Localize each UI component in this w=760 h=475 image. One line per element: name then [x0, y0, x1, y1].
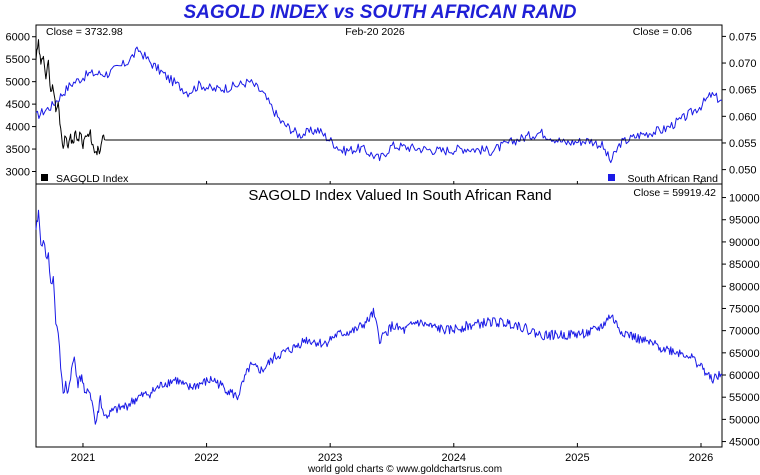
- footer-credit: world gold charts © www.goldchartsrus.co…: [307, 464, 502, 475]
- bottom-axis-tick-label: 95000: [729, 215, 760, 227]
- left-axis-tick-label: 6000: [6, 32, 30, 44]
- right-axis-tick-label: 0.050: [729, 165, 757, 177]
- left-axis-tick-label: 5500: [6, 54, 30, 66]
- bottom-axis-tick-label: 55000: [729, 392, 760, 404]
- series-line-sagold: [35, 39, 106, 156]
- bottom-panel-title: SAGOLD Index Valued In South African Ran…: [248, 187, 551, 204]
- right-axis-tick-label: 0.070: [729, 58, 757, 70]
- series-line-rand: [35, 46, 723, 164]
- x-axis-tick-label: 2024: [442, 452, 466, 464]
- right-axis-tick-label: 0.060: [729, 111, 757, 123]
- bottom-axis-tick-label: 80000: [729, 281, 760, 293]
- legend-swatch-rand: [608, 174, 615, 181]
- left-axis-tick-label: 4000: [6, 122, 30, 134]
- legend-label-sagold: SAGOLD Index: [56, 173, 129, 185]
- x-axis-tick-label: 2022: [194, 452, 218, 464]
- top-date-label: Feb-20 2026: [345, 26, 405, 38]
- bottom-axis-tick-label: 70000: [729, 326, 760, 338]
- right-axis-tick-label: 0.065: [729, 85, 757, 97]
- top-close-right-label: Close = 0.06: [633, 26, 692, 38]
- left-axis-tick-label: 5000: [6, 77, 30, 89]
- bottom-axis-tick-label: 65000: [729, 348, 760, 360]
- bottom-axis-tick-label: 45000: [729, 437, 760, 449]
- bottom-close-label: Close = 59919.42: [633, 187, 716, 199]
- x-axis-tick-label: 2026: [689, 452, 713, 464]
- left-axis-tick-label: 4500: [6, 99, 30, 111]
- left-axis-tick-label: 3500: [6, 144, 30, 156]
- legend-swatch-sagold: [41, 174, 48, 181]
- x-axis-tick-label: 2025: [565, 452, 589, 464]
- right-axis-tick-label: 0.055: [729, 138, 757, 150]
- bottom-axis-tick-label: 100000: [729, 193, 760, 205]
- series-line-sagold-zar: [35, 209, 723, 425]
- x-axis-tick-label: 2023: [318, 452, 342, 464]
- legend-label-rand: South African Rand: [628, 173, 719, 185]
- top-close-left-label: Close = 3732.98: [46, 26, 123, 38]
- right-axis-tick-label: 0.075: [729, 31, 757, 43]
- left-axis-tick-label: 3000: [6, 167, 30, 179]
- bottom-axis-tick-label: 60000: [729, 370, 760, 382]
- chart-title: SAGOLD INDEX vs SOUTH AFRICAN RAND: [183, 2, 577, 23]
- x-axis-tick-label: 2021: [71, 452, 95, 464]
- bottom-axis-tick-label: 50000: [729, 414, 760, 426]
- bottom-axis-tick-label: 85000: [729, 259, 760, 271]
- bottom-axis-tick-label: 75000: [729, 303, 760, 315]
- bottom-panel-frame: [35, 183, 723, 448]
- bottom-axis-tick-label: 90000: [729, 237, 760, 249]
